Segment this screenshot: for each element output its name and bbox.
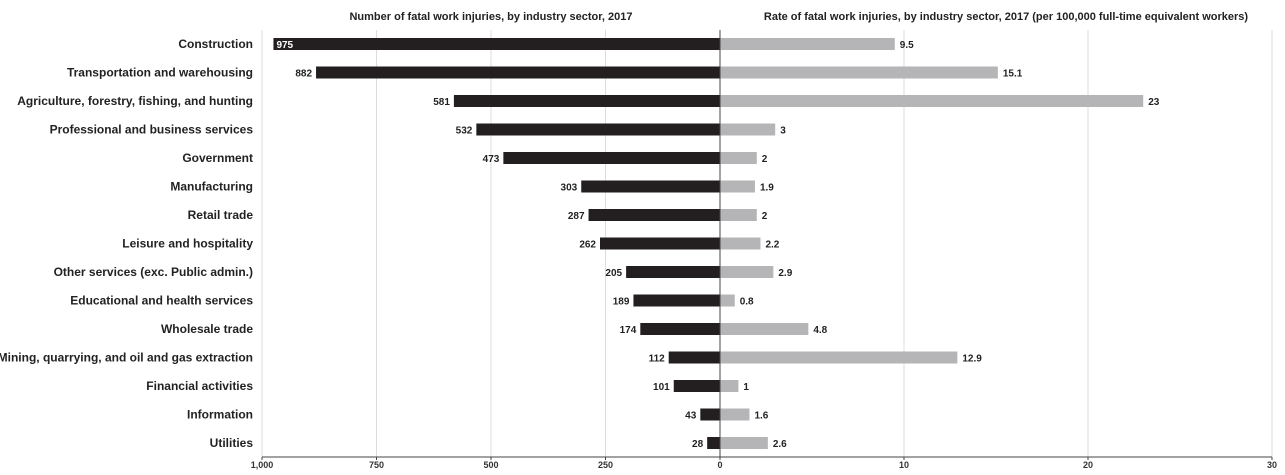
- left-bar-value-label: 43: [685, 411, 697, 422]
- left-bar: [707, 437, 720, 449]
- right-bar-value-label: 12.9: [962, 354, 982, 365]
- left-tick-label: 500: [483, 460, 498, 470]
- right-bar: [720, 237, 761, 250]
- category-label: Leisure and hospitality: [122, 237, 253, 251]
- right-bar: [720, 323, 809, 335]
- left-chart-title: Number of fatal work injuries, by indust…: [349, 11, 632, 23]
- right-bar: [720, 95, 1144, 107]
- left-tick-label: 1,000: [251, 460, 274, 470]
- right-bar-value-label: 9.5: [900, 40, 914, 51]
- category-label: Transportation and warehousing: [67, 66, 253, 80]
- left-bar-value-label: 581: [433, 97, 450, 108]
- right-bar: [720, 408, 750, 421]
- left-bar-value-label: 287: [568, 211, 585, 222]
- right-bar-value-label: 0.8: [740, 297, 754, 308]
- left-bar-value-label: 101: [653, 382, 670, 393]
- left-bar-value-label: 473: [483, 154, 500, 165]
- right-bar: [720, 266, 774, 278]
- right-bar-value-label: 15.1: [1003, 69, 1023, 80]
- category-label: Professional and business services: [50, 123, 254, 137]
- right-tick-label: 20: [1083, 460, 1093, 470]
- left-bar: [626, 266, 720, 278]
- category-label: Utilities: [210, 436, 254, 450]
- category-label: Mining, quarrying, and oil and gas extra…: [0, 351, 253, 365]
- left-bar-value-label: 205: [605, 268, 622, 279]
- left-bar-value-label: 112: [649, 354, 666, 365]
- left-tick-label: 250: [598, 460, 613, 470]
- left-bar: [273, 38, 720, 50]
- right-bar-value-label: 23: [1148, 97, 1160, 108]
- left-bar-value-label: 303: [561, 183, 578, 194]
- left-bar: [668, 351, 720, 364]
- left-bar: [633, 294, 720, 307]
- left-bar: [476, 123, 720, 136]
- right-bar: [720, 38, 895, 50]
- right-bar-value-label: 1: [743, 382, 749, 393]
- right-bar: [720, 123, 776, 136]
- left-bar-value-label: 174: [620, 325, 637, 336]
- category-label: Construction: [178, 37, 253, 51]
- right-chart-title: Rate of fatal work injuries, by industry…: [764, 11, 1249, 23]
- right-bar: [720, 380, 739, 392]
- left-bar-value-label: 882: [295, 69, 312, 80]
- category-label: Other services (exc. Public admin.): [54, 265, 253, 279]
- left-bar: [600, 237, 720, 250]
- right-bar: [720, 294, 735, 307]
- right-bar: [720, 209, 757, 221]
- right-bar: [720, 351, 958, 364]
- left-bar-value-label: 189: [613, 297, 630, 308]
- left-bar: [503, 152, 720, 164]
- category-label: Financial activities: [146, 379, 253, 393]
- left-tick-label: 750: [369, 460, 384, 470]
- left-bar: [581, 180, 720, 193]
- category-label: Wholesale trade: [161, 322, 253, 336]
- right-bar-value-label: 1.6: [754, 411, 768, 422]
- left-bar-value-label: 975: [276, 40, 293, 51]
- left-bar: [700, 408, 720, 421]
- left-bar: [588, 209, 720, 221]
- right-bar-value-label: 2: [762, 211, 768, 222]
- left-bar: [640, 323, 720, 335]
- category-label: Agriculture, forestry, fishing, and hunt…: [17, 94, 253, 108]
- right-bar-value-label: 3: [780, 126, 786, 137]
- right-bar: [720, 180, 755, 193]
- right-bar-value-label: 4.8: [813, 325, 827, 336]
- right-bar: [720, 66, 998, 79]
- left-bar-value-label: 28: [692, 439, 704, 450]
- category-label: Manufacturing: [170, 180, 253, 194]
- left-bar-value-label: 532: [456, 126, 473, 137]
- right-tick-label: 30: [1267, 460, 1277, 470]
- right-bar: [720, 437, 768, 449]
- right-bar-value-label: 1.9: [760, 183, 774, 194]
- right-bar-value-label: 2.6: [773, 439, 787, 450]
- category-label: Educational and health services: [70, 294, 253, 308]
- category-label: Government: [182, 151, 253, 165]
- right-tick-label: 10: [899, 460, 909, 470]
- left-bar: [316, 66, 720, 79]
- right-bar-value-label: 2.9: [778, 268, 792, 279]
- left-tick-label: 0: [717, 460, 722, 470]
- right-bar: [720, 152, 757, 164]
- right-bar-value-label: 2.2: [765, 240, 779, 251]
- category-label: Retail trade: [188, 208, 254, 222]
- left-bar-value-label: 262: [579, 240, 596, 251]
- left-bar: [673, 380, 720, 392]
- right-bar-value-label: 2: [762, 154, 768, 165]
- left-bar: [453, 95, 720, 107]
- category-label: Information: [187, 408, 253, 422]
